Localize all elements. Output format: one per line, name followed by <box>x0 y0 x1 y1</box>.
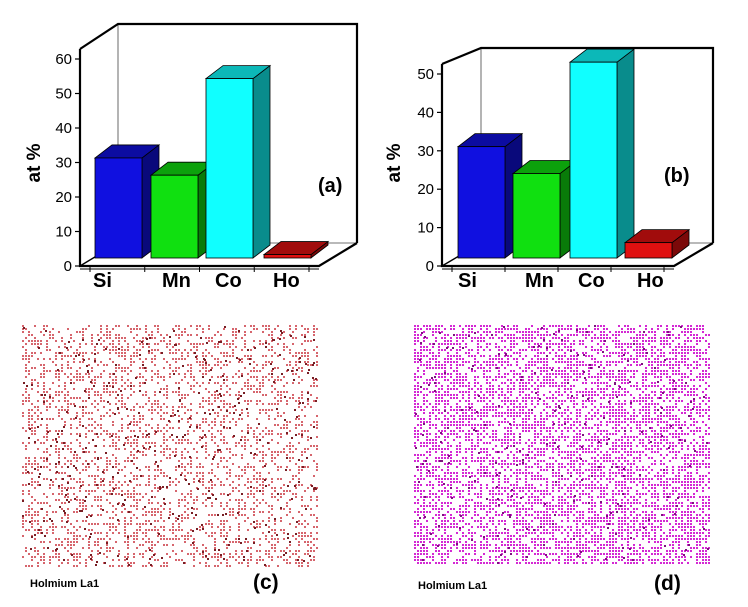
chart-b-y-ticks: 0 10 20 30 40 50 <box>417 66 665 275</box>
bar-front-face <box>94 157 143 259</box>
bar-chart-b: 0 10 20 30 40 50 Si Mn Co Ho at % (b) <box>384 46 715 292</box>
bar-front-face <box>512 173 561 259</box>
chart-a-bar-mn <box>149 161 217 259</box>
chart-a-y-tick-label: 60 <box>55 51 72 68</box>
chart-b-bar-ho <box>623 228 691 259</box>
chart-b-category-label: Mn <box>525 270 554 292</box>
bar-side-face <box>616 48 635 259</box>
chart-b-bar-co <box>568 48 636 259</box>
chart-b-y-tick-label: 0 <box>426 258 434 275</box>
chart-b-category-label: Si <box>458 270 477 292</box>
chart-b-bar-si <box>456 132 524 259</box>
chart-b-y-tick-label: 30 <box>417 143 434 160</box>
chart-a-y-tick-label: 40 <box>55 120 72 137</box>
chart-a-bar-ho <box>262 240 330 259</box>
chart-a-category-labels: Si Mn Co Ho <box>93 270 300 292</box>
chart-a-bar-co <box>204 64 272 259</box>
map-c-speckle <box>22 325 318 567</box>
bar-front-face <box>150 174 199 259</box>
chart-a-bar-si <box>93 144 161 259</box>
map-d-panel-label: (d) <box>654 572 681 595</box>
bar-front-face <box>263 254 312 259</box>
chart-b-y-axis-label: at % <box>384 143 405 182</box>
chart-b-y-tick-label: 40 <box>417 104 434 121</box>
map-d-caption: Holmium La1 <box>418 580 487 592</box>
chart-a-y-tick-label: 50 <box>55 86 72 103</box>
chart-a-frame-top <box>79 22 359 243</box>
chart-b-category-label: Co <box>578 270 605 292</box>
element-map-d: Holmium La1 (d) <box>414 325 710 595</box>
chart-a-y-tick-label: 10 <box>55 224 72 241</box>
map-c-caption: Holmium La1 <box>30 578 99 590</box>
chart-b-y-tick-label: 10 <box>417 220 434 237</box>
chart-a-y-axis-label: at % <box>24 143 45 182</box>
chart-a-category-label: Ho <box>273 270 300 292</box>
chart-b-category-label: Ho <box>637 270 664 292</box>
chart-a-category-label: Si <box>93 270 112 292</box>
map-c-panel-label: (c) <box>253 571 279 594</box>
map-c-dots <box>22 325 318 567</box>
chart-b-y-tick-label: 50 <box>417 66 434 83</box>
chart-b-bars <box>456 48 691 259</box>
chart-a-category-label: Co <box>215 270 242 292</box>
chart-a-y-tick-label: 20 <box>55 189 72 206</box>
chart-b-frame-top <box>441 46 715 243</box>
chart-b-bar-mn <box>511 159 579 259</box>
chart-a-panel-label: (a) <box>318 175 342 197</box>
map-c-dark-speckle <box>22 326 317 566</box>
bar-front-face <box>457 146 506 259</box>
bar-front-face <box>569 61 618 259</box>
chart-a-bars <box>93 64 330 259</box>
chart-b-panel-label: (b) <box>664 165 690 187</box>
chart-a-category-label: Mn <box>162 270 191 292</box>
chart-a-y-tick-label: 0 <box>64 258 72 275</box>
element-map-c: Holmium La1 (c) <box>22 325 318 594</box>
bar-side-face <box>252 64 271 259</box>
bar-front-face <box>205 78 254 259</box>
bar-chart-a: 0 10 20 30 40 50 60 Si Mn Co Ho at % (a) <box>24 22 359 292</box>
chart-b-y-tick-label: 20 <box>417 181 434 198</box>
bar-front-face <box>624 242 673 259</box>
chart-b-category-labels: Si Mn Co Ho <box>458 270 664 292</box>
chart-a-y-tick-label: 30 <box>55 155 72 172</box>
chart-a-y-ticks: 0 10 20 30 40 50 60 <box>55 51 310 275</box>
